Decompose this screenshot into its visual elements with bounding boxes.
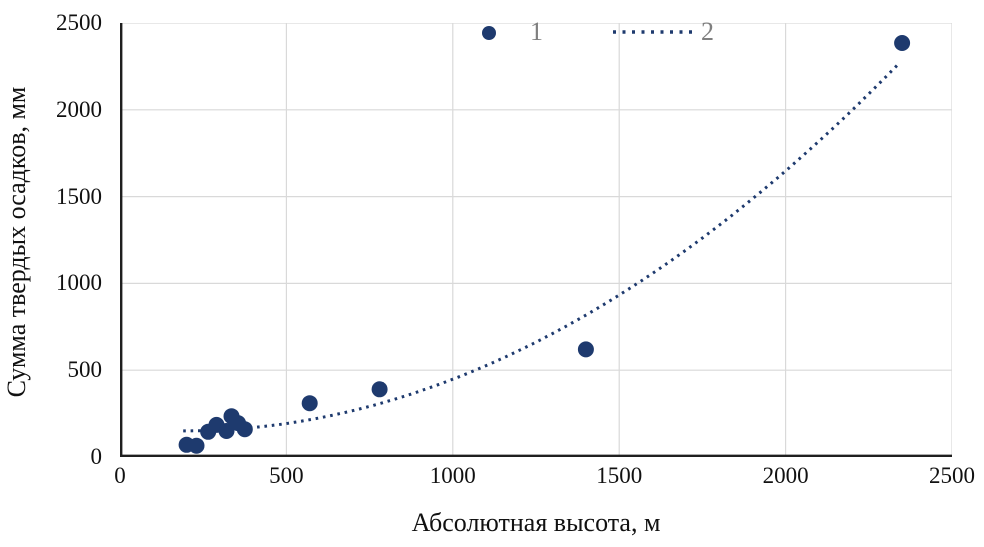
scatter-point	[371, 381, 388, 398]
y-axis-title: Сумма твердых осадков, мм	[2, 86, 31, 398]
y-tick-label: 1000	[56, 270, 102, 296]
y-tick-label: 500	[67, 357, 103, 383]
x-tick-label: 0	[114, 463, 126, 488]
y-tick-label: 2000	[56, 96, 102, 122]
scatter-point	[188, 437, 205, 454]
legend-marker-trendline-icon	[613, 30, 695, 34]
legend-label-series1: 1	[530, 17, 543, 46]
y-tick-label: 1500	[56, 183, 102, 209]
scatter-point	[894, 35, 911, 51]
y-tick-label: 0	[90, 444, 103, 469]
x-axis-title: Абсолютная высота, м	[411, 508, 661, 537]
trend-line	[183, 64, 899, 433]
legend-label-series2: 2	[701, 17, 714, 46]
scatter-point	[218, 423, 235, 439]
x-tick-label: 2500	[929, 463, 975, 488]
scatter-point	[577, 341, 594, 358]
plot-area	[120, 23, 952, 457]
legend-marker-scatter-icon	[482, 26, 496, 40]
scatter-point	[236, 421, 253, 438]
x-tick-label: 1500	[596, 463, 643, 488]
x-tick-label: 2000	[762, 463, 809, 488]
scatter-point	[301, 395, 318, 412]
x-tick-label: 500	[269, 463, 304, 488]
y-tick-label: 2500	[56, 10, 102, 35]
x-tick-label: 1000	[429, 463, 476, 488]
